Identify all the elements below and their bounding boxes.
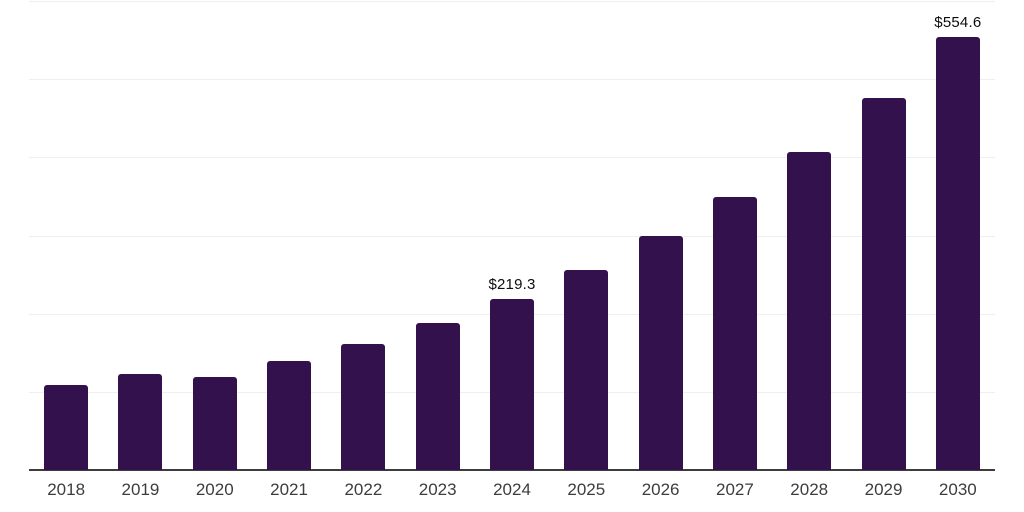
x-tick-label: 2027 — [716, 480, 754, 499]
x-tick-label: 2028 — [790, 480, 829, 499]
bar-value-label: $219.3 — [488, 275, 536, 293]
x-tick-label: 2025 — [567, 480, 606, 499]
bar-2021 — [267, 361, 312, 470]
x-tick-label: 2022 — [344, 480, 383, 499]
bar-2023 — [415, 323, 460, 470]
gridline — [29, 235, 995, 237]
gridline — [29, 157, 995, 159]
bar-2030 — [935, 36, 980, 470]
x-tick-label: 2024 — [493, 480, 531, 499]
bar-2024 — [490, 298, 534, 470]
x-tick-label: 2026 — [641, 480, 680, 499]
x-tick-label: 2029 — [864, 480, 903, 499]
x-axis: 2018 2019 2020 2021 2022 2023 2024 2025 2026 2027… — [29, 480, 995, 505]
bar-2019 — [118, 373, 163, 470]
bar-2020 — [192, 377, 237, 470]
x-tick-label: 2030 — [938, 480, 977, 499]
plot-area: $219.3 $554.6 — [29, 1, 995, 471]
bar-2018 — [44, 385, 89, 470]
x-tick-label: 2023 — [418, 480, 457, 499]
bar-2027 — [712, 197, 757, 470]
bar-value-label: $554.6 — [934, 13, 982, 31]
x-tick-label: 2019 — [121, 480, 160, 499]
bar-2026 — [638, 236, 683, 470]
gridline — [29, 79, 995, 81]
bar-2025 — [564, 269, 609, 470]
bar-2028 — [787, 151, 832, 470]
gridline — [29, 1, 995, 2]
bar-2029 — [861, 98, 906, 470]
x-axis-line — [29, 469, 995, 471]
bar-2022 — [341, 344, 386, 470]
x-tick-label: 2018 — [47, 480, 86, 499]
x-tick-label: 2021 — [270, 480, 308, 499]
x-tick-label: 2020 — [195, 480, 234, 499]
